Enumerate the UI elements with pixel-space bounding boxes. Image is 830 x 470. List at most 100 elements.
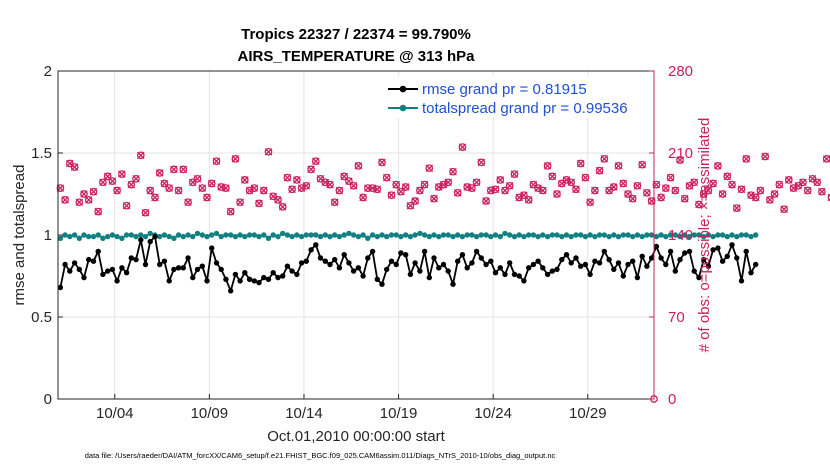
- obs-possible-marker: [775, 180, 784, 189]
- obs-assimilated-marker: [751, 193, 760, 202]
- rmse-point: [601, 248, 607, 255]
- rmse-point: [677, 256, 683, 263]
- legend-box: [386, 76, 648, 118]
- totalspread-point: [350, 232, 357, 238]
- obs-possible-marker: [349, 181, 358, 190]
- obs-point: [184, 198, 192, 207]
- rmse-point: [374, 276, 380, 282]
- obs-possible-marker: [643, 188, 651, 197]
- obs-assimilated-marker: [89, 187, 98, 196]
- obs-point: [548, 172, 557, 181]
- obs-assimilated-marker: [785, 176, 793, 184]
- obs-possible-marker: [416, 186, 424, 195]
- obs-assimilated-marker: [671, 186, 680, 195]
- totalspread-point: [639, 233, 645, 240]
- obs-possible-marker: [179, 165, 188, 174]
- rmse-point: [81, 274, 87, 281]
- rmse-point: [644, 263, 650, 269]
- obs-point: [288, 185, 296, 194]
- right-tick-label: 280: [668, 63, 693, 80]
- rmse-point: [313, 242, 319, 248]
- obs-assimilated-marker: [704, 186, 713, 195]
- obs-point: [80, 190, 88, 198]
- totalspread-point: [738, 232, 745, 238]
- obs-possible-marker: [742, 155, 751, 163]
- rmse-point: [303, 258, 309, 264]
- x-tick-label: 10/04: [96, 405, 134, 422]
- totalspread-point: [346, 230, 352, 237]
- totalspread-point: [526, 232, 532, 238]
- obs-point: [614, 162, 623, 170]
- obs-assimilated-marker: [690, 178, 698, 187]
- obs-possible-marker: [136, 151, 145, 160]
- obs-point: [671, 186, 680, 195]
- obs-possible-marker: [378, 158, 386, 167]
- obs-possible-marker: [505, 181, 514, 190]
- obs-possible-marker: [704, 186, 713, 195]
- rmse-point: [469, 260, 475, 266]
- obs-possible-marker: [453, 188, 462, 197]
- obs-possible-marker: [572, 185, 580, 194]
- rmse-point: [582, 261, 589, 268]
- totalspread-point: [696, 232, 702, 238]
- rmse-point: [459, 252, 466, 258]
- obs-point: [657, 193, 665, 202]
- rmse-point: [488, 258, 494, 264]
- obs-assimilated-marker: [330, 198, 339, 206]
- totalspread-point: [76, 235, 83, 241]
- obs-point: [468, 184, 476, 192]
- totalspread-point: [81, 232, 87, 238]
- rmse-point: [724, 253, 730, 259]
- rmse-point: [455, 258, 461, 264]
- x-tick-label: 10/14: [285, 405, 323, 422]
- totalspread-point: [743, 232, 749, 238]
- obs-possible-marker: [174, 186, 183, 195]
- rmse-point: [625, 261, 631, 268]
- obs-point: [453, 188, 462, 197]
- totalspread-point: [611, 232, 617, 238]
- obs-possible-marker: [732, 204, 741, 212]
- obs-possible-marker: [311, 157, 320, 166]
- obs-possible-marker: [543, 162, 552, 170]
- legend-rmse-label: rmse grand pr = 0.81915: [422, 81, 587, 98]
- totalspread-point: [261, 232, 267, 238]
- right-tick-label: 0: [668, 391, 676, 408]
- obs-point: [165, 184, 174, 192]
- obs-possible-marker: [354, 162, 363, 170]
- obs-point: [236, 198, 244, 207]
- obs-possible-marker: [307, 165, 315, 174]
- totalspread-point: [360, 232, 366, 238]
- obs-possible-marker: [151, 193, 159, 202]
- obs-point: [255, 199, 263, 208]
- totalspread-point: [634, 232, 641, 238]
- obs-assimilated-marker: [373, 185, 382, 194]
- rmse-point: [743, 248, 749, 255]
- totalspread-point: [128, 232, 134, 238]
- obs-point: [411, 197, 419, 205]
- obs-assimilated-marker: [524, 196, 533, 204]
- totalspread-point: [213, 230, 220, 237]
- obs-point: [174, 186, 183, 195]
- totalspread-point: [365, 235, 371, 241]
- obs-assimilated-marker: [458, 143, 467, 151]
- obs-possible-marker: [382, 173, 391, 182]
- totalspread-point: [601, 232, 607, 238]
- totalspread-point: [355, 233, 362, 240]
- rmse-point: [738, 278, 745, 284]
- rmse-point: [559, 256, 565, 263]
- totalspread-point: [317, 233, 324, 240]
- obs-possible-marker: [326, 180, 334, 189]
- obs-possible-marker: [255, 199, 263, 208]
- obs-point: [302, 181, 311, 190]
- obs-assimilated-marker: [283, 173, 292, 182]
- totalspread-point: [86, 233, 92, 240]
- obs-assimilated-marker: [75, 198, 84, 206]
- obs-point: [70, 163, 79, 171]
- totalspread-point: [521, 233, 527, 240]
- obs-point: [231, 155, 240, 163]
- obs-point: [567, 178, 576, 187]
- rmse-point: [369, 248, 376, 255]
- obs-assimilated-marker: [387, 191, 396, 199]
- left-tick-label: 1.5: [31, 145, 52, 162]
- rmse-point: [530, 261, 537, 268]
